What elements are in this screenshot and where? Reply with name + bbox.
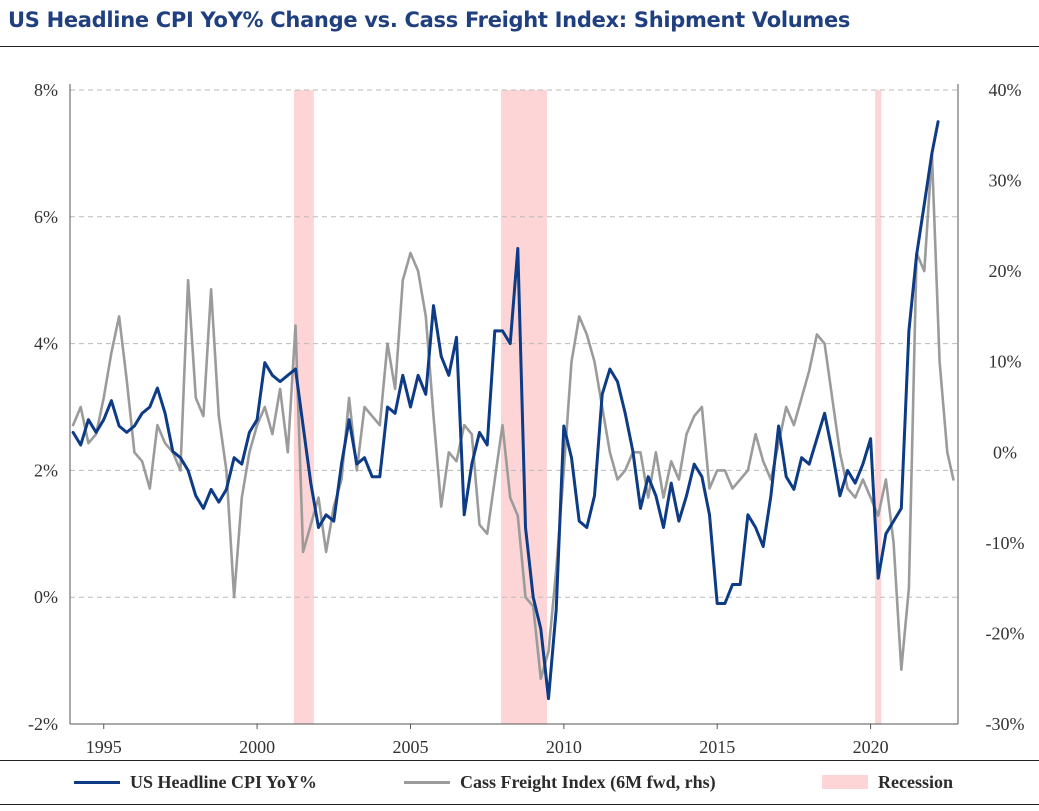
cpi-series-line xyxy=(71,120,940,701)
recession-band-3 xyxy=(875,90,882,724)
x-tick-label: 2000 xyxy=(239,737,275,757)
y2-tick-label: -10% xyxy=(986,533,1025,553)
chart-title: US Headline CPI YoY% Change vs. Cass Fre… xyxy=(8,8,851,32)
y2-tick-label: 40% xyxy=(989,80,1022,100)
y2-tick-label: -30% xyxy=(986,714,1025,734)
x-tick-label: 1995 xyxy=(86,737,122,757)
legend-label-cpi: US Headline CPI YoY% xyxy=(130,771,317,792)
y2-tick-label: 0% xyxy=(993,442,1017,462)
y2-tick-label: 10% xyxy=(989,352,1022,372)
bottom-rule xyxy=(0,804,1039,805)
cass-legend-swatch xyxy=(404,780,450,784)
x-tick-label: 2020 xyxy=(853,737,889,757)
legend-item-recession: Recession xyxy=(822,770,953,794)
cass-series-line xyxy=(71,152,955,681)
y-tick-label: -2% xyxy=(28,714,58,734)
legend-label-recession: Recession xyxy=(878,771,953,792)
legend-item-cass: Cass Freight Index (6M fwd, rhs) xyxy=(404,770,716,794)
y2-tick-label: 20% xyxy=(989,261,1022,281)
y-tick-label: 0% xyxy=(34,587,58,607)
y-tick-label: 8% xyxy=(34,80,58,100)
legend-item-cpi: US Headline CPI YoY% xyxy=(74,770,317,794)
y-tick-label: 4% xyxy=(34,334,58,354)
y2-tick-label: 30% xyxy=(989,171,1022,191)
y2-tick-label: -20% xyxy=(986,623,1025,643)
legend-label-cass: Cass Freight Index (6M fwd, rhs) xyxy=(460,771,716,792)
x-tick-label: 2005 xyxy=(392,737,428,757)
recession-band-1 xyxy=(293,90,314,724)
cpi-legend-swatch xyxy=(74,780,120,784)
chart-plot: -2% 0% 2% 4% 6% 8% -30% -20% -10% 0% 10% 20% 30% 40% 1… xyxy=(28,80,1025,757)
y-tick-label: 6% xyxy=(34,207,58,227)
x-tick-label: 2015 xyxy=(699,737,735,757)
recession-legend-swatch xyxy=(822,775,868,789)
legend-top-rule xyxy=(0,760,1039,761)
y-tick-label: 2% xyxy=(34,460,58,480)
x-tick-label: 2010 xyxy=(546,737,582,757)
title-underline xyxy=(0,46,1039,47)
